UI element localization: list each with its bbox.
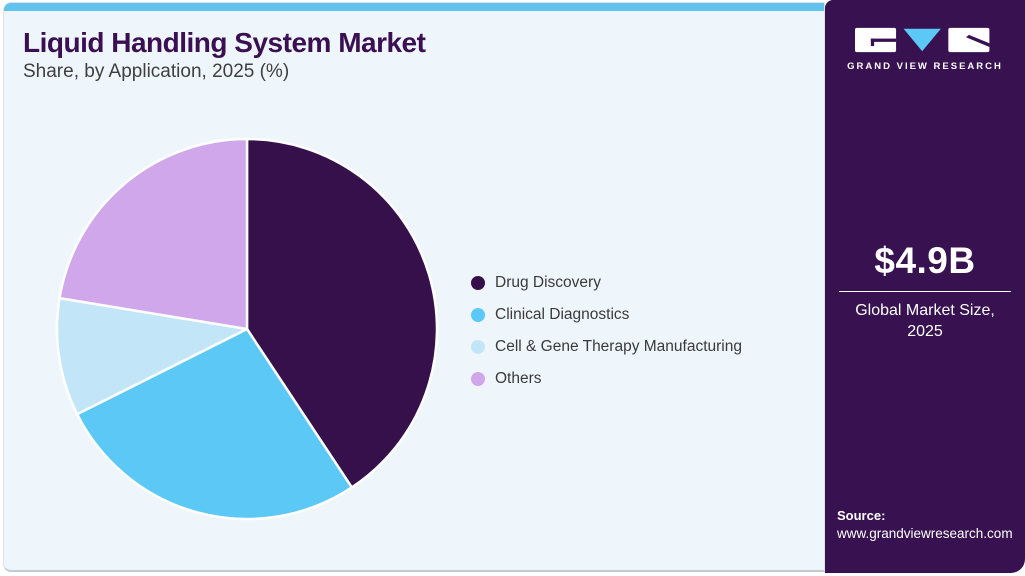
legend-label: Others	[495, 369, 542, 387]
page-title: Liquid Handling System Market	[23, 27, 426, 58]
page-subtitle: Share, by Application, 2025 (%)	[23, 61, 290, 82]
market-size-caption-line1: Global Market Size,	[855, 302, 995, 319]
pie-slice-clinical-diagnostics	[75, 327, 354, 521]
divider	[839, 291, 1011, 292]
top-accent-bar	[4, 3, 824, 11]
legend-swatch-icon	[471, 339, 485, 354]
legend-item: Clinical Diagnostics	[471, 306, 742, 323]
pie-slice-others	[58, 137, 249, 331]
chart-legend: Drug Discovery Clinical Diagnostics Cell…	[471, 274, 742, 387]
legend-label: Clinical Diagnostics	[495, 305, 630, 323]
legend-item: Others	[471, 370, 742, 387]
source-label: Source:	[837, 508, 886, 523]
legend-label: Drug Discovery	[495, 273, 601, 291]
pie-chart	[37, 119, 457, 539]
legend-item: Cell & Gene Therapy Manufacturing	[471, 338, 742, 355]
market-size-caption-line2: 2025	[907, 323, 943, 340]
pie-slice-cell-gene-therapy-manufacturing	[55, 296, 249, 416]
legend-swatch-icon	[471, 307, 485, 322]
pie-chart-svg	[55, 137, 439, 521]
source-block: Source: www.grandviewresearch.com	[837, 508, 1013, 541]
legend-swatch-icon	[471, 275, 485, 290]
market-size-value: $4.9B	[874, 240, 976, 281]
legend-item: Drug Discovery	[471, 274, 742, 291]
brand-logo: GRAND VIEW RESEARCH	[825, 26, 1025, 72]
legend-swatch-icon	[471, 371, 485, 386]
chart-card: Liquid Handling System Market Share, by …	[3, 2, 825, 572]
brand-name: GRAND VIEW RESEARCH	[847, 61, 1003, 72]
source-url-link[interactable]: www.grandviewresearch.com	[837, 526, 1013, 541]
market-size-caption: Global Market Size, 2025	[825, 300, 1025, 342]
market-size-block: $4.9B Global Market Size, 2025	[825, 240, 1025, 342]
gvr-logo-icon	[855, 27, 990, 53]
brand-sidebar: GRAND VIEW RESEARCH $4.9B Global Market …	[825, 0, 1025, 573]
legend-label: Cell & Gene Therapy Manufacturing	[495, 337, 742, 355]
